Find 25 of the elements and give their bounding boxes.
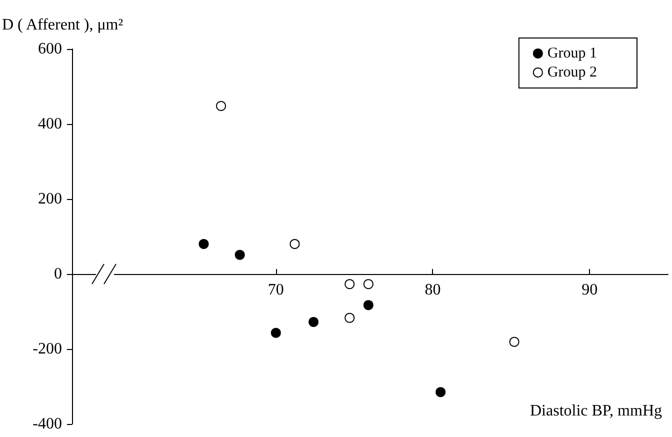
y-tick-label: 600 xyxy=(38,40,62,58)
point xyxy=(290,239,300,249)
point xyxy=(344,279,355,290)
point xyxy=(234,250,245,260)
point xyxy=(198,239,209,249)
y-tick-label: -200 xyxy=(32,340,62,358)
point xyxy=(270,328,281,338)
point xyxy=(509,336,520,347)
y-tick-label: -400 xyxy=(32,416,62,432)
x-axis-title: Diastolic BP, mmHg xyxy=(530,402,662,420)
x-tick-label: 80 xyxy=(424,282,441,298)
legend-label: Group 1 xyxy=(547,46,597,62)
point xyxy=(216,101,226,111)
point xyxy=(308,317,319,327)
y-tick-label: 0 xyxy=(54,266,62,282)
legend-label: Group 2 xyxy=(547,64,597,80)
y-tick-label: 200 xyxy=(38,190,62,208)
y-tick-label: 400 xyxy=(38,116,62,132)
point xyxy=(363,300,374,310)
x-tick-label: 90 xyxy=(582,282,598,298)
point xyxy=(344,312,355,323)
y-axis-title: D ( Afferent ), μm² xyxy=(2,16,124,34)
point xyxy=(436,387,446,398)
x-tick-label: 70 xyxy=(268,282,284,298)
point xyxy=(363,279,374,290)
